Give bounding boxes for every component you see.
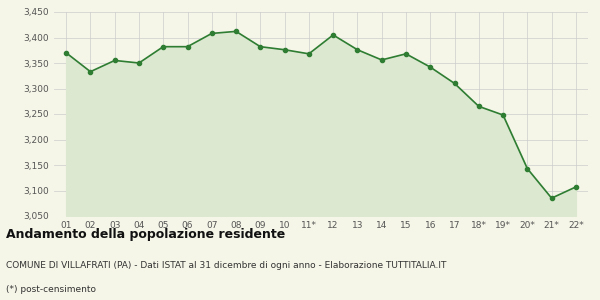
Text: Andamento della popolazione residente: Andamento della popolazione residente bbox=[6, 228, 285, 241]
Text: COMUNE DI VILLAFRATI (PA) - Dati ISTAT al 31 dicembre di ogni anno - Elaborazion: COMUNE DI VILLAFRATI (PA) - Dati ISTAT a… bbox=[6, 261, 446, 270]
Text: (*) post-censimento: (*) post-censimento bbox=[6, 285, 96, 294]
